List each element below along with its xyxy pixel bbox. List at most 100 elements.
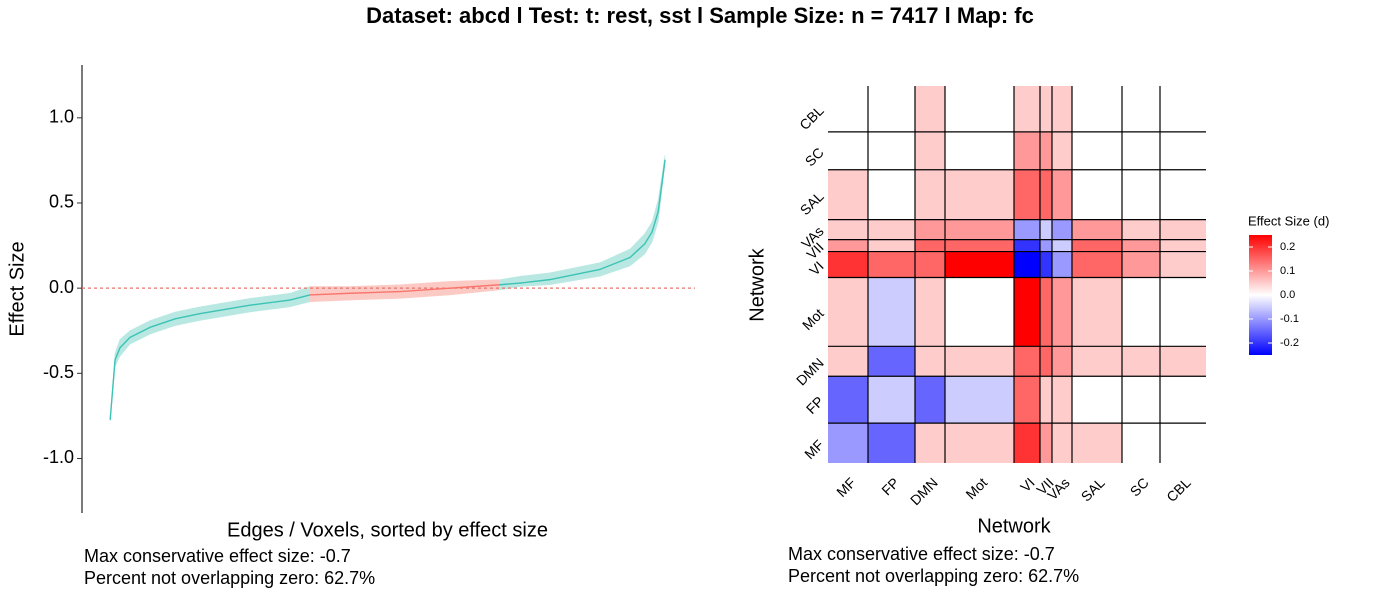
heatmap-cell [1014, 219, 1040, 240]
heatmap-cell [1122, 219, 1160, 240]
heatmap-cell [828, 251, 868, 278]
annotation: Max conservative effect size: -0.7 [788, 544, 1055, 564]
heatmap-cell [945, 376, 1014, 424]
heatmap-cell [915, 346, 945, 377]
heatmap-cell [828, 277, 868, 347]
heatmap-cell [1014, 346, 1040, 377]
heatmap-cell [1040, 376, 1052, 424]
heatmap-cell [1052, 251, 1072, 278]
colorbar [1249, 235, 1272, 355]
heatmap-cell [945, 251, 1014, 278]
heatmap-cell [1040, 423, 1052, 463]
effect-line [449, 284, 501, 289]
heatmap-cell [915, 277, 945, 347]
heatmap-cell [945, 423, 1014, 463]
heatmap-cell [945, 219, 1014, 240]
heatmap-cell [1014, 376, 1040, 424]
heatmap-cell [1072, 239, 1122, 252]
heatmap-cell [1160, 277, 1206, 347]
heatmap-cell [915, 219, 945, 240]
colorbar-label: -0.2 [1280, 337, 1299, 349]
colorbar-label: 0.1 [1280, 265, 1295, 277]
heatmap-cell [1160, 239, 1206, 252]
y-tick-label: 1.0 [49, 107, 74, 127]
x-axis-label: Edges / Voxels, sorted by effect size [227, 519, 548, 541]
heatmap-cell [915, 131, 945, 170]
heatmap-cell [828, 169, 868, 220]
heatmap-cell [1122, 423, 1160, 463]
heatmap-cell [828, 423, 868, 463]
heatmap-cell [945, 277, 1014, 347]
effect-line [109, 358, 116, 421]
heatmap-cell [868, 251, 915, 278]
heatmap-cell [1014, 423, 1040, 463]
effect-line [657, 159, 666, 213]
heatmap-cell [1014, 131, 1040, 170]
effect-line [198, 304, 251, 315]
effect-line [249, 299, 291, 306]
effect-line [129, 326, 151, 339]
heatmap-cell [828, 86, 868, 132]
heatmap-cell [1040, 239, 1052, 252]
heatmap-cell [1040, 277, 1052, 347]
heatmap-cell [1072, 86, 1122, 132]
effect-line [289, 294, 311, 301]
heatmap-cell [1072, 251, 1122, 278]
heatmap-cell [1014, 239, 1040, 252]
heatmap-cell [915, 239, 945, 252]
heatmap-cell [1052, 239, 1072, 252]
effect-line [119, 336, 131, 349]
heatmap-cell [868, 346, 915, 377]
heatmap-cell [868, 239, 915, 252]
heatmap-cell [828, 219, 868, 240]
heatmap-cell [915, 86, 945, 132]
heatmap-cell [868, 277, 915, 347]
heatmap-cell [1040, 169, 1052, 220]
heatmap-cell [1072, 346, 1122, 377]
y-tick-label: 0.0 [49, 277, 74, 297]
annotation: Max conservative effect size: -0.7 [84, 546, 351, 566]
heatmap-cell [1014, 86, 1040, 132]
heatmap-cell [1040, 131, 1052, 170]
effect-line [399, 287, 451, 293]
colorbar-label: 0.0 [1280, 289, 1295, 301]
effect-line [651, 210, 659, 233]
heatmap-cell [1122, 239, 1160, 252]
x-axis-label: Network [977, 515, 1051, 537]
heatmap-cell [868, 423, 915, 463]
heatmap-cell [1122, 277, 1160, 347]
effect-line [644, 231, 653, 245]
legend-title: Effect Size (d) [1248, 213, 1329, 228]
heatmap-cell [1122, 86, 1160, 132]
effect-line [499, 282, 521, 286]
heatmap-cell [1052, 86, 1072, 132]
heatmap-cell [1160, 86, 1206, 132]
heatmap-cell [1072, 376, 1122, 424]
heatmap-cell [1040, 86, 1052, 132]
effect-line [519, 278, 551, 284]
effect-line [629, 243, 646, 259]
heatmap-cell [945, 86, 1014, 132]
colorbar-label: -0.1 [1280, 313, 1299, 325]
effect-line [149, 318, 176, 329]
heatmap-cell [1122, 346, 1160, 377]
heatmap-cell [1072, 423, 1122, 463]
heatmap-cell [915, 423, 945, 463]
heatmap-cell [1122, 376, 1160, 424]
heatmap-cell [1160, 376, 1206, 424]
heatmap-cell [1052, 219, 1072, 240]
heatmap-cell [1052, 131, 1072, 170]
colorbar-label: 0.2 [1280, 241, 1295, 253]
heatmap-cell [1052, 169, 1072, 220]
heatmap-cell [828, 376, 868, 424]
annotation: Percent not overlapping zero: 62.7% [84, 568, 375, 588]
page-title: Dataset: abcd l Test: t: rest, sst l Sam… [366, 3, 1034, 28]
heatmap-cell [1052, 277, 1072, 347]
heatmap-cell [915, 169, 945, 220]
heatmap-cell [828, 346, 868, 377]
heatmap-cell [915, 376, 945, 424]
heatmap-cell [828, 131, 868, 170]
heatmap-cell [1040, 251, 1052, 278]
effect-line [599, 256, 631, 271]
heatmap-cell [1160, 251, 1206, 278]
